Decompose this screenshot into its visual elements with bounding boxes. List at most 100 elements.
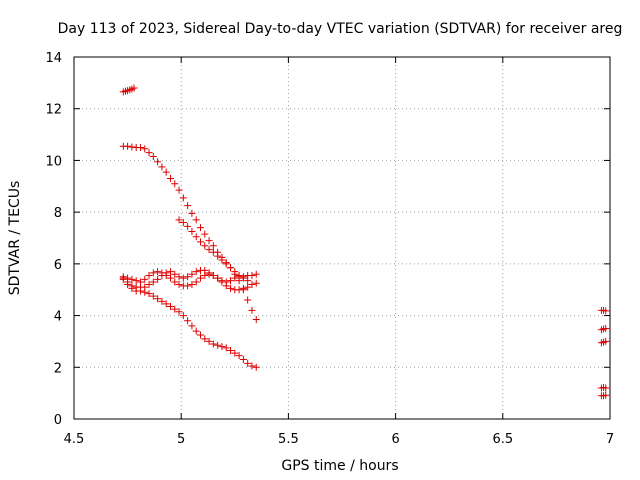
data-point [124, 142, 132, 150]
data-point [175, 186, 183, 194]
data-point [244, 296, 252, 304]
data-point [184, 202, 192, 210]
x-tick-label: 7 [606, 432, 614, 447]
data-point [175, 273, 183, 281]
data-point [227, 284, 235, 292]
data-point [141, 145, 149, 153]
data-point [222, 260, 230, 268]
grid-lines [74, 57, 610, 419]
data-series [597, 337, 610, 347]
data-series [119, 84, 138, 96]
data-point [205, 246, 213, 254]
plot-frame [73, 56, 611, 420]
data-point [166, 268, 174, 276]
data-point [166, 175, 174, 183]
x-tick-label: 5.5 [278, 432, 299, 447]
data-point [209, 271, 217, 279]
data-series [175, 216, 252, 285]
data-point [184, 282, 192, 290]
data-point [158, 271, 166, 279]
data-point [209, 242, 217, 250]
data-point [175, 216, 183, 224]
data-point [132, 277, 140, 285]
y-axis-label: SDTVAR / TECUs [7, 181, 23, 296]
data-point [145, 281, 153, 289]
data-point [239, 284, 247, 292]
data-point [128, 284, 136, 292]
x-tick-label: 6.5 [492, 432, 513, 447]
data-point [162, 168, 170, 176]
data-point [231, 274, 239, 282]
data-point [227, 264, 235, 272]
data-series [119, 275, 260, 371]
data-point [231, 268, 239, 276]
data-point [235, 286, 243, 294]
data-point [192, 327, 200, 335]
data-point [192, 233, 200, 241]
data-point [222, 278, 230, 286]
data-point [171, 270, 179, 278]
data-point [248, 306, 256, 314]
data-point [201, 266, 209, 274]
data-point [201, 242, 209, 250]
data-point [201, 335, 209, 343]
data-point [128, 143, 136, 151]
data-point [252, 315, 260, 323]
data-point [196, 224, 204, 232]
data-point [184, 273, 192, 281]
axis-ticks [73, 56, 611, 420]
y-tick-label: 14 [45, 51, 62, 66]
data-point [141, 275, 149, 283]
data-point [248, 281, 256, 289]
data-point [158, 297, 166, 305]
y-tick-label: 6 [54, 258, 62, 273]
data-point [124, 281, 132, 289]
data-point [227, 277, 235, 285]
data-point [136, 287, 144, 295]
data-point [196, 331, 204, 339]
data-point [175, 308, 183, 316]
data-series [597, 391, 610, 400]
data-point [252, 363, 260, 371]
data-series [597, 325, 610, 334]
data-point [244, 283, 252, 291]
x-axis-label: GPS time / hours [281, 458, 398, 474]
data-point [179, 274, 187, 282]
data-point [602, 391, 610, 399]
data-point [214, 274, 222, 282]
data-point [171, 278, 179, 286]
data-point [231, 349, 239, 357]
data-point [145, 290, 153, 298]
data-series [119, 266, 260, 291]
data-point [218, 343, 226, 351]
data-point [239, 273, 247, 281]
data-point [192, 278, 200, 286]
data-point [188, 228, 196, 236]
data-point [201, 230, 209, 238]
chart-title: Day 113 of 2023, Sidereal Day-to-day VTE… [58, 21, 623, 37]
data-point [205, 237, 213, 245]
data-point [192, 268, 200, 276]
data-point [171, 305, 179, 313]
data-point [248, 271, 256, 279]
data-point [205, 269, 213, 277]
data-point [602, 384, 610, 392]
data-point [239, 356, 247, 364]
data-point [154, 275, 162, 283]
y-tick-label: 2 [54, 361, 62, 376]
y-tick-label: 8 [54, 206, 62, 221]
data-point [227, 346, 235, 354]
data-point [136, 144, 144, 151]
data-point [214, 341, 222, 349]
y-tick-label: 12 [45, 103, 62, 118]
x-tick-label: 4.5 [64, 432, 85, 447]
data-point [188, 322, 196, 330]
data-point [196, 274, 204, 282]
data-point [130, 84, 138, 92]
data-point [205, 337, 213, 345]
data-point [184, 222, 192, 230]
data-point [149, 278, 157, 286]
data-series [119, 142, 260, 323]
data-point [196, 238, 204, 246]
data-point [188, 281, 196, 289]
